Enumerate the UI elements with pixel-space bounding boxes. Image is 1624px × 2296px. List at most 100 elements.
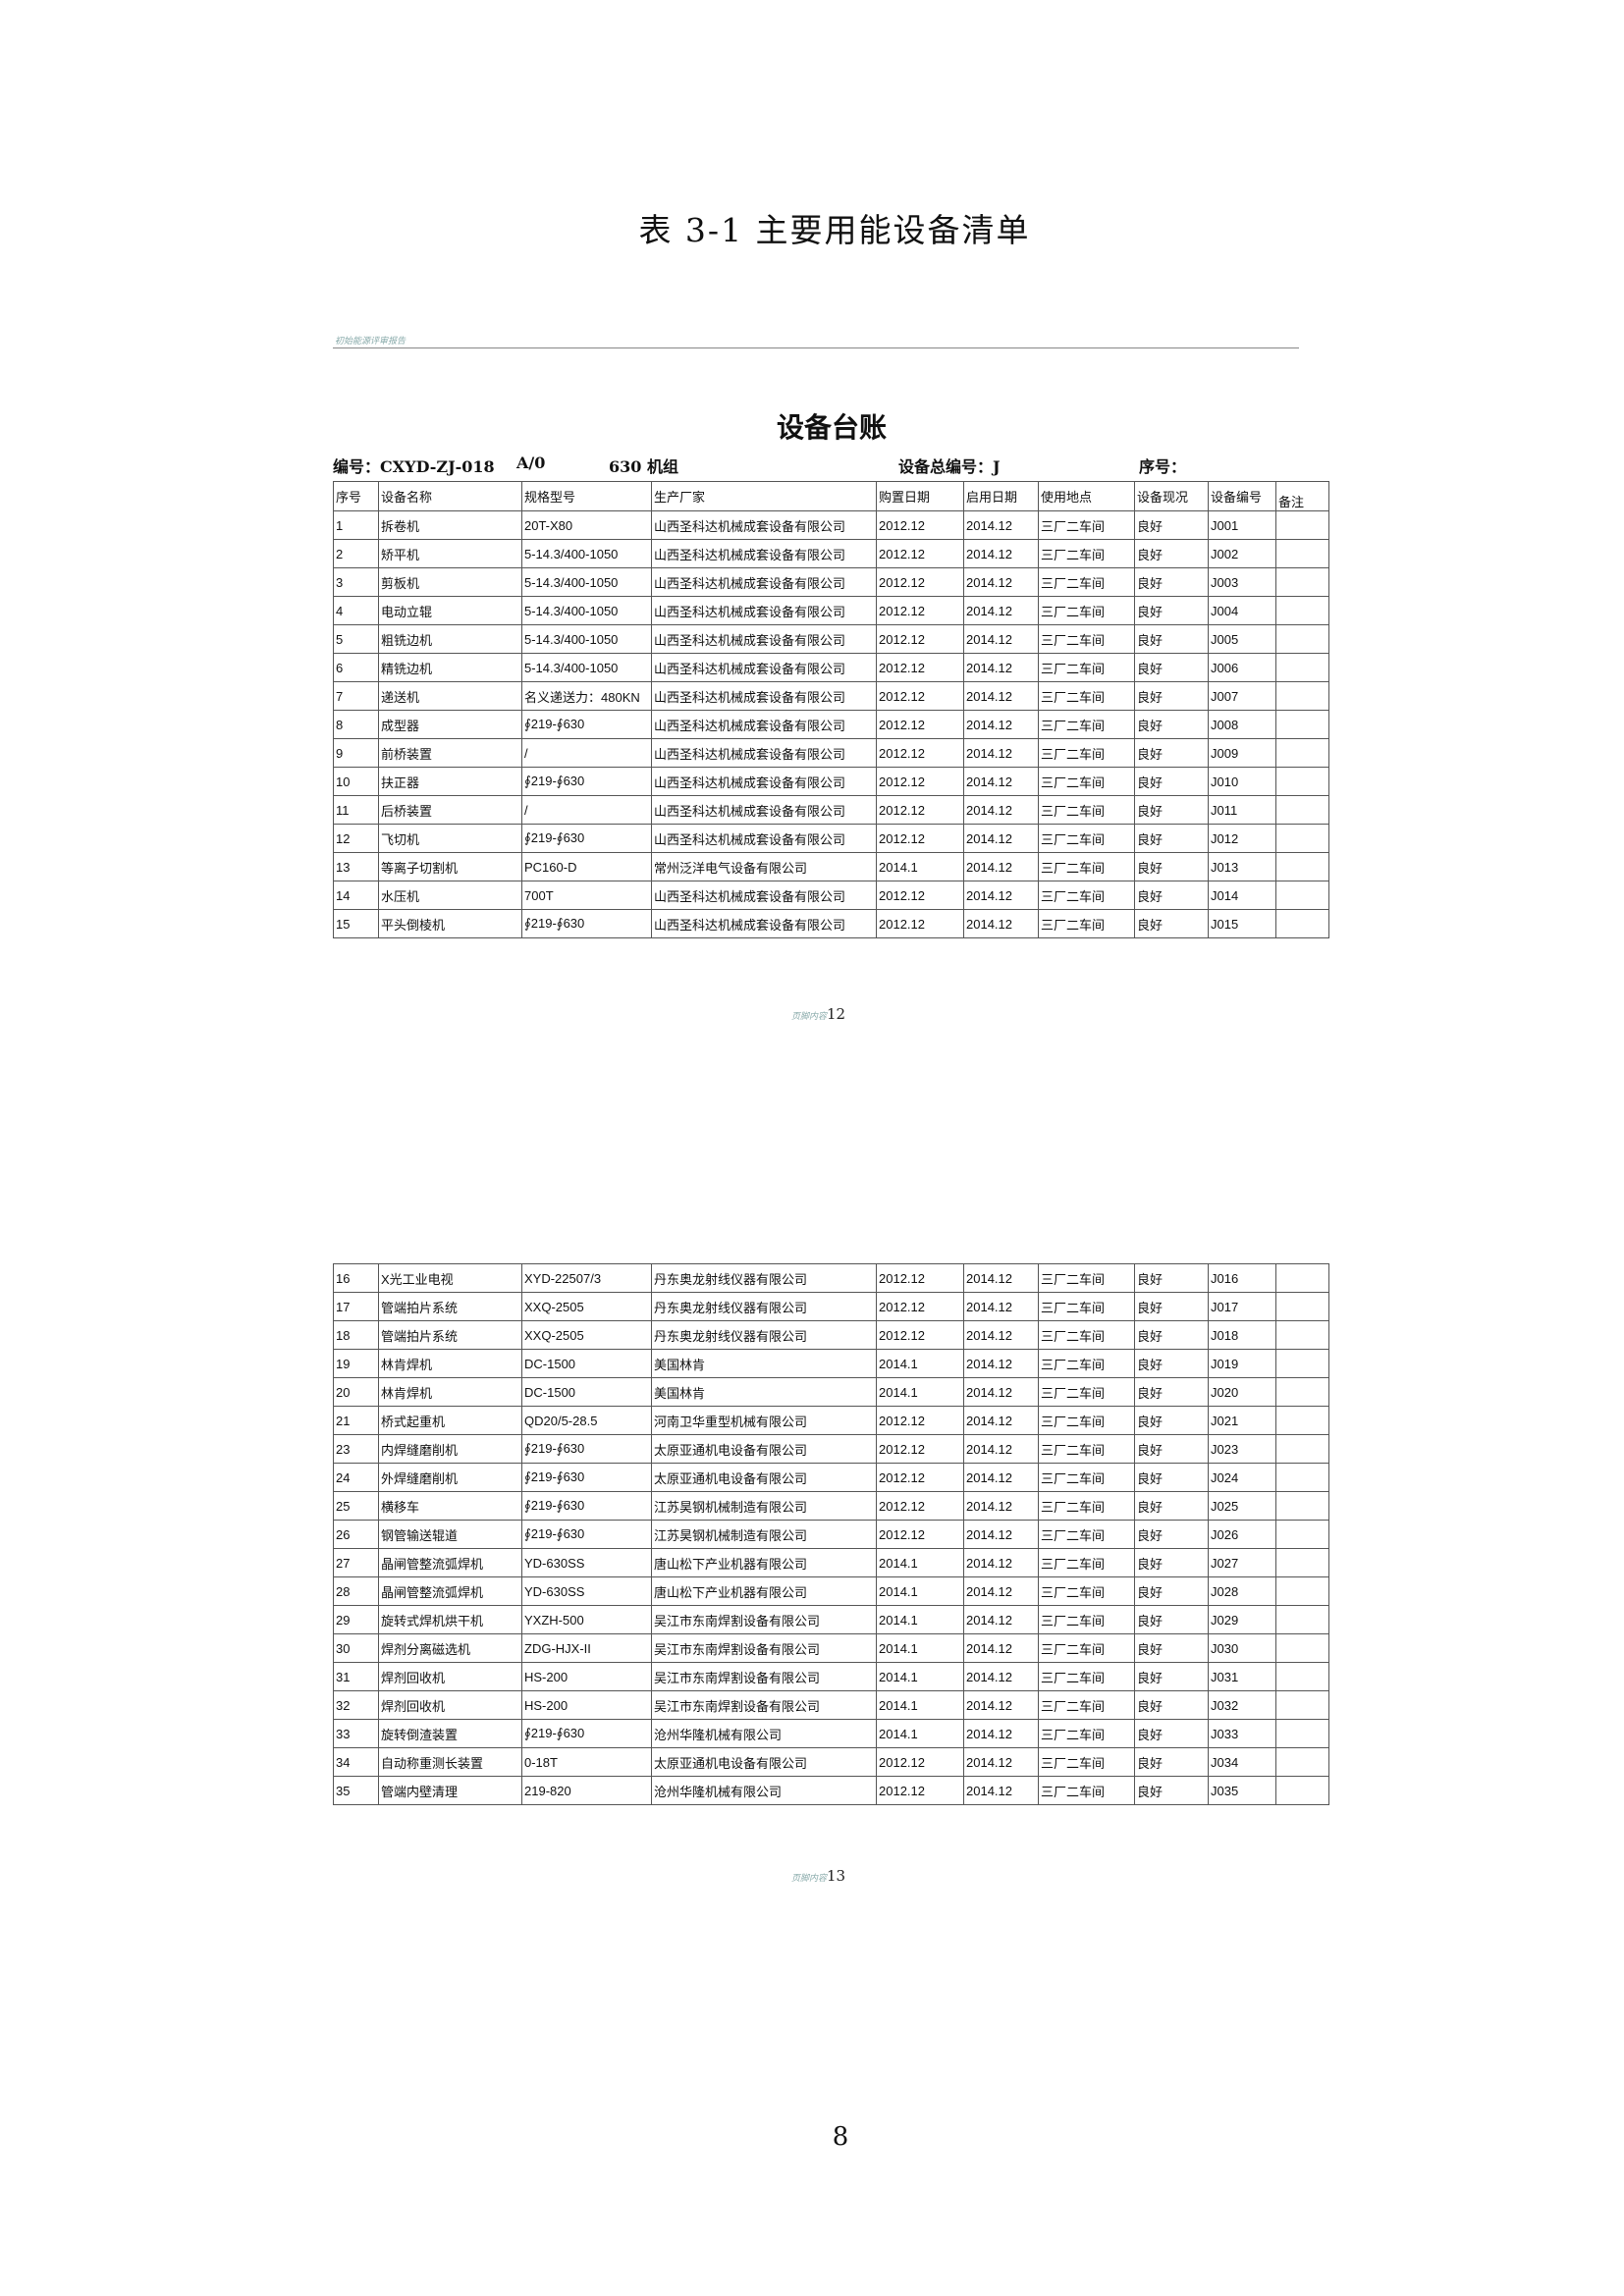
table-cell: 三厂二车间 <box>1038 1377 1135 1407</box>
table-cell: 21 <box>333 1406 379 1435</box>
table-cell: 山西圣科达机械成套设备有限公司 <box>651 909 877 938</box>
table-cell: 三厂二车间 <box>1038 1576 1135 1606</box>
table-cell: J033 <box>1208 1719 1276 1748</box>
table-row: 10 扶正器 ∮219-∮630 山西圣科达机械成套设备有限公司 2012.12 2014… <box>333 767 1329 796</box>
table-cell: 2014.1 <box>876 1377 964 1407</box>
table-cell: 剪板机 <box>378 567 522 597</box>
table-cell: 三厂二车间 <box>1038 1605 1135 1634</box>
table-cell: 三厂二车间 <box>1038 1548 1135 1577</box>
table-cell: ∮219-∮630 <box>521 1491 652 1521</box>
table-cell <box>1275 824 1329 853</box>
table-cell: 2014.12 <box>963 596 1039 625</box>
table-cell: 旋转式焊机烘干机 <box>378 1605 522 1634</box>
table-row: 3 剪板机 5-14.3/400-1050 山西圣科达机械成套设备有限公司 2012.1… <box>333 567 1329 597</box>
table-cell: 34 <box>333 1747 379 1777</box>
table-cell: 良好 <box>1134 567 1209 597</box>
table-row: 32 焊剂回收机 HS-200 吴江市东南焊割设备有限公司 2014.1 2014.12 三… <box>333 1690 1329 1720</box>
table-cell: 8 <box>333 710 379 739</box>
table-cell: 2014.12 <box>963 1463 1039 1492</box>
column-header: 启用日期 <box>963 481 1039 511</box>
table-cell: 三厂二车间 <box>1038 539 1135 568</box>
table-cell: 2014.1 <box>876 1690 964 1720</box>
table-cell: 良好 <box>1134 1719 1209 1748</box>
table-cell <box>1275 1776 1329 1805</box>
table-cell: 钢管输送辊道 <box>378 1520 522 1549</box>
table-cell: 15 <box>333 909 379 938</box>
table-cell: J017 <box>1208 1292 1276 1321</box>
table-cell: 三厂二车间 <box>1038 596 1135 625</box>
table-cell: J034 <box>1208 1747 1276 1777</box>
table-cell: 32 <box>333 1690 379 1720</box>
table-cell: 三厂二车间 <box>1038 681 1135 711</box>
table-cell: DC-1500 <box>521 1349 652 1378</box>
table-cell: 等离子切割机 <box>378 852 522 881</box>
table-cell: 三厂二车间 <box>1038 567 1135 597</box>
table-cell: 良好 <box>1134 539 1209 568</box>
table-row: 31 焊剂回收机 HS-200 吴江市东南焊割设备有限公司 2014.1 2014.12 三… <box>333 1662 1329 1691</box>
table-cell: ∮219-∮630 <box>521 767 652 796</box>
table-cell: 3 <box>333 567 379 597</box>
table-cell: 太原亚通机电设备有限公司 <box>651 1434 877 1464</box>
table-row: 11 后桥装置 / 山西圣科达机械成套设备有限公司 2012.12 2014.12 三厂二车… <box>333 795 1329 825</box>
table-cell: 2014.12 <box>963 1548 1039 1577</box>
table-cell: 2014.12 <box>963 852 1039 881</box>
table-cell: 三厂二车间 <box>1038 1633 1135 1663</box>
table-cell: 18 <box>333 1320 379 1350</box>
column-header: 序号 <box>333 481 379 511</box>
table-cell: HS-200 <box>521 1662 652 1691</box>
table-cell: 唐山松下产业机器有限公司 <box>651 1576 877 1606</box>
table-cell: 2012.12 <box>876 909 964 938</box>
table-cell: 良好 <box>1134 1377 1209 1407</box>
table-row: 35 管端内壁清理 219-820 沧州华隆机械有限公司 2012.12 2014.12 三… <box>333 1776 1329 1805</box>
table-cell: ∮219-∮630 <box>521 1434 652 1464</box>
table-cell: 良好 <box>1134 1776 1209 1805</box>
table-cell: 2012.12 <box>876 1491 964 1521</box>
table-cell <box>1275 1719 1329 1748</box>
table-cell: 唐山松下产业机器有限公司 <box>651 1548 877 1577</box>
table-cell: 14 <box>333 881 379 910</box>
table-cell <box>1275 1377 1329 1407</box>
table-cell: 2012.12 <box>876 681 964 711</box>
table-cell: 管端拍片系统 <box>378 1320 522 1350</box>
table-cell: 13 <box>333 852 379 881</box>
table-cell: 良好 <box>1134 824 1209 853</box>
table-cell: 35 <box>333 1776 379 1805</box>
table-cell: 5-14.3/400-1050 <box>521 653 652 682</box>
table-cell: 2 <box>333 539 379 568</box>
table-row: 19 林肯焊机 DC-1500 美国林肯 2014.1 2014.12 三厂二车间 良好 J01… <box>333 1349 1329 1378</box>
table-cell <box>1275 1548 1329 1577</box>
table-cell: 良好 <box>1134 881 1209 910</box>
table-cell <box>1275 710 1329 739</box>
table-cell <box>1275 1747 1329 1777</box>
table-cell: 吴江市东南焊割设备有限公司 <box>651 1690 877 1720</box>
table-cell: J004 <box>1208 596 1276 625</box>
table-cell: PC160-D <box>521 852 652 881</box>
table-cell: 三厂二车间 <box>1038 710 1135 739</box>
table-cell: 良好 <box>1134 1747 1209 1777</box>
table-cell: 2014.12 <box>963 1406 1039 1435</box>
table-cell: 4 <box>333 596 379 625</box>
table-cell: J032 <box>1208 1690 1276 1720</box>
table-cell: 吴江市东南焊割设备有限公司 <box>651 1662 877 1691</box>
table-cell: 江苏昊钢机械制造有限公司 <box>651 1491 877 1521</box>
table-cell: ∮219-∮630 <box>521 1520 652 1549</box>
table-cell: 良好 <box>1134 681 1209 711</box>
table-cell: 2014.12 <box>963 738 1039 768</box>
table-cell: J009 <box>1208 738 1276 768</box>
table-cell: 9 <box>333 738 379 768</box>
table-cell: 2012.12 <box>876 1263 964 1293</box>
table-cell: / <box>521 795 652 825</box>
table-cell <box>1275 567 1329 597</box>
table-cell <box>1275 881 1329 910</box>
table-cell: 19 <box>333 1349 379 1378</box>
table-cell: 三厂二车间 <box>1038 510 1135 540</box>
table-cell: 良好 <box>1134 1292 1209 1321</box>
table-cell: 三厂二车间 <box>1038 1491 1135 1521</box>
table-cell: 良好 <box>1134 653 1209 682</box>
table-cell: 良好 <box>1134 767 1209 796</box>
table-cell: 良好 <box>1134 1434 1209 1464</box>
table-cell: 2014.12 <box>963 1491 1039 1521</box>
table-cell: 山西圣科达机械成套设备有限公司 <box>651 624 877 654</box>
table-cell: J011 <box>1208 795 1276 825</box>
table-cell: 6 <box>333 653 379 682</box>
